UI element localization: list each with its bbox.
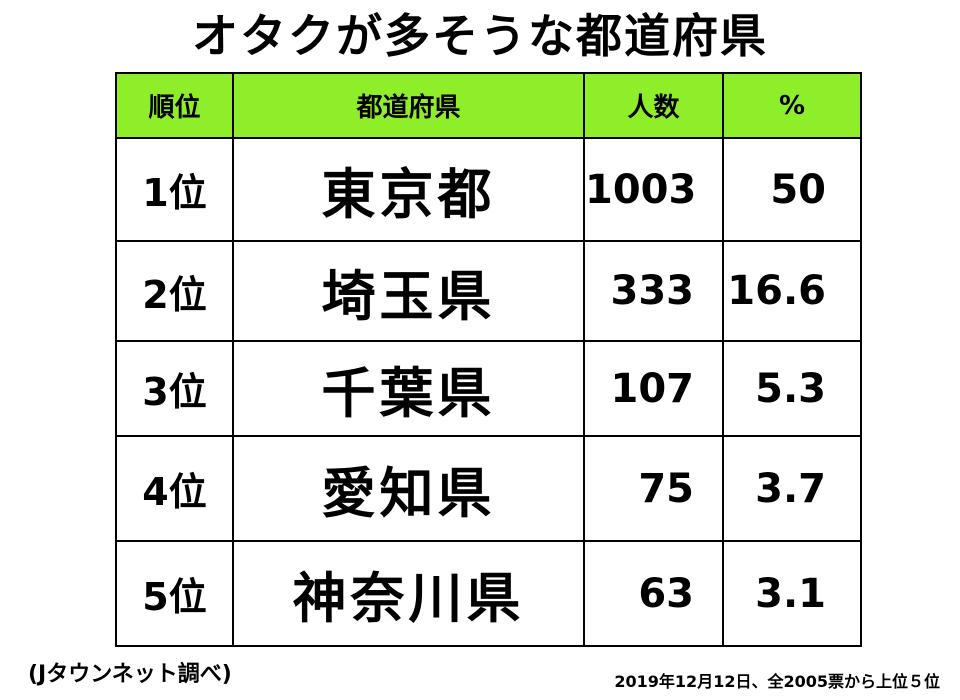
prefecture-cell: 愛知県: [232, 435, 585, 542]
table-body: 1位 東京都 1003 50 2位 埼玉県 333 16.6 3位 千葉県 107 5.3 4位 愛知県 7…: [115, 137, 862, 647]
rank-cell: 5位: [115, 540, 234, 647]
table-row: 5位 神奈川県 63 3.1: [115, 540, 862, 647]
header-cell: %: [722, 72, 862, 139]
table-row: 4位 愛知県 75 3.7: [115, 435, 862, 542]
table-row: 2位 埼玉県 333 16.6: [115, 240, 862, 342]
prefecture-cell: 千葉県: [232, 340, 585, 437]
prefecture-cell: 埼玉県: [232, 240, 585, 342]
rank-cell: 4位: [115, 435, 234, 542]
title: オタクが多そうな都道府県: [192, 9, 768, 63]
percent-cell: 5.3: [722, 340, 862, 437]
header-cell: 人数: [583, 72, 724, 139]
rank-cell: 3位: [115, 340, 234, 437]
count-cell: 63: [583, 540, 724, 647]
header-cell: 順位: [115, 72, 234, 139]
header-row: 順位 都道府県 人数%: [115, 72, 862, 139]
percent-cell: 16.6: [722, 240, 862, 342]
source-note: (Jタウンネット調べ): [28, 662, 232, 687]
rank-cell: 1位: [115, 137, 234, 242]
count-cell: 333: [583, 240, 724, 342]
percent-cell: 3.7: [722, 435, 862, 542]
ranking-table: 順位 都道府県 人数% 1位 東京都 1003 50 2位 埼玉県 333 16.6 3位 千葉県 10…: [115, 72, 862, 647]
count-cell: 1003: [583, 137, 724, 242]
prefecture-cell: 神奈川県: [232, 540, 585, 647]
count-cell: 107: [583, 340, 724, 437]
date-note: 2019年12月12日、全2005票から上位５位: [614, 672, 940, 691]
percent-cell: 3.1: [722, 540, 862, 647]
prefecture-cell: 東京都: [232, 137, 585, 242]
rank-cell: 2位: [115, 240, 234, 342]
table-row: 1位 東京都 1003 50: [115, 137, 862, 242]
table-row: 3位 千葉県 107 5.3: [115, 340, 862, 437]
count-cell: 75: [583, 435, 724, 542]
percent-cell: 50: [722, 137, 862, 242]
header-cell: 都道府県: [232, 72, 585, 139]
